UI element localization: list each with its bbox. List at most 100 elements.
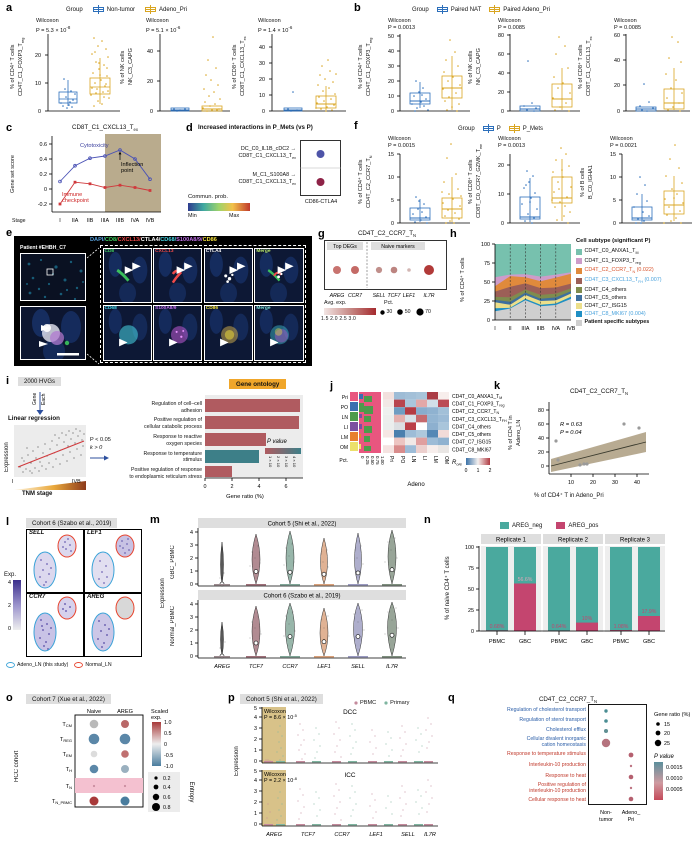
legend-label: Paired Adeno_Pri [503,6,550,13]
panel-b-letter: b [354,2,361,14]
annotation-immune-checkpoint: Immune [62,192,82,198]
axis-label-y2: CD8T_C1_CXCL13_Tex [586,36,594,96]
legend-item-paired-nat: Paired NAT [436,5,481,14]
svg-text:40: 40 [259,45,265,51]
svg-text:IVA: IVA [131,218,140,224]
svg-text:0: 0 [150,109,153,115]
svg-text:0.25: 0.25 [365,456,370,465]
boxplot-glyph-icon [436,5,448,14]
legend-item-paired-adeno-pri: Paired Adeno_Pri [489,5,550,14]
svg-text:20: 20 [35,53,41,59]
svg-text:40: 40 [388,49,394,55]
legend-item: CD4T_C1_FOXP3_Treg [576,257,662,267]
go-term-labels: Regulation of cell–cell adhesion Positive… [110,400,202,482]
svg-text:0.6: 0.6 [163,795,171,801]
panel-i-letter: i [6,375,10,387]
svg-text:GBC: GBC [581,639,593,645]
axis-label-y2: CD4T_C1_FOXP3_Treg [18,37,26,97]
panel-q-term-labels: Regulation of cholesterol transport Regu… [448,706,586,806]
svg-text:2 × 10: 2 × 10 [276,456,281,468]
panel-a-legend: Group Non-tumor Adeno_Pri [66,5,187,14]
axis-label-y: % of CD4⁺ T cells [358,159,364,205]
svg-text:LI: LI [421,456,427,460]
panel-d-legend-title: Commun. prob. [188,194,228,200]
svg-text:20: 20 [614,83,620,89]
svg-text:4: 4 [190,602,193,608]
legend-item-normal-ln: Normal_LN [74,662,112,668]
svg-text:GBC: GBC [519,639,531,645]
svg-text:Pri: Pri [388,456,394,462]
ifish-tile: CXCL13 [153,247,203,304]
svg-text:TCF7: TCF7 [249,664,264,670]
boxplot-svg: 0 10 20 30 40 [259,34,346,115]
svg-text:CD4T_C1_FOXP3_Treg: CD4T_C1_FOXP3_Treg [452,402,504,408]
legend-item: CD4T_C3_CXCL13_TFH (0.007) [576,276,662,286]
svg-text:75: 75 [468,566,474,572]
boxplot-glyph-icon [92,5,104,14]
group-label-naive-markers: Naive markers [381,244,415,250]
legend-swatch [576,319,582,326]
svg-text:-0.5: -0.5 [164,753,173,759]
panel-h-legend: CD4T_C0_ANXA1_TM CD4T_C1_FOXP3_Treg CD4T… [576,247,662,327]
svg-text:AREG: AREG [213,664,231,670]
panel-d-row-1-label: DC_C0_IL1B_cDC2 → CD8T_C1_CXCL13_Tex [238,146,296,161]
svg-text:0: 0 [501,221,504,227]
svg-text:2: 2 [8,603,11,609]
axis-label-y: % of CD8⁺ T cells [468,159,474,205]
legend-item: CD4T_C7_ISG15 [576,302,662,310]
svg-text:Gene: Gene [32,393,38,405]
svg-text:LN: LN [410,456,416,463]
svg-text:0: 0 [465,468,468,474]
svg-text:LM: LM [341,435,348,441]
gene-label: CCR7 [29,594,46,600]
stat-annotation: Wilcoxon P = 0.0085 [614,18,642,31]
svg-text:60: 60 [538,422,544,428]
legend-label: P [496,125,501,132]
svg-text:1: 1 [190,569,193,575]
channel-header: DAPI/CD8/CXCL13/CTLA4/CD68/S100A8/9/CD86 [90,237,217,243]
zoom-connector [86,247,100,365]
stat-annotation: Wilcoxon [264,772,286,778]
svg-text:II: II [509,326,512,332]
legend-label: Adeno_Pri [159,6,188,13]
panel-a-letter: a [6,2,13,14]
svg-text:10: 10 [568,480,574,486]
panel-m-violins: Cohort 5 (Shi et al., 2022) 0 1 2 3 4 [190,518,406,670]
go-term: Interleukin-10 production [528,761,586,768]
stat-p: P = 0.04 [560,430,582,436]
svg-text:SELL: SELL [351,664,365,670]
gene-ontology-title: Gene ontology [229,379,287,389]
pct-stacked-bars [359,392,381,453]
heatmap-row-labels: CD4T_C0_ANXA1_TM CD4T_C1_FOXP3_Treg CD4T… [452,394,507,453]
stat-annotation: Wilcoxon P = 0.0013 [498,136,526,149]
tnm-stage-label: TNM stage [22,491,53,497]
svg-text:30: 30 [612,480,618,486]
go-term: Response to temperature stimulus [143,450,202,463]
svg-text:0: 0 [254,759,257,765]
panel-f-letter: f [354,120,358,132]
svg-text:0: 0 [541,464,544,470]
svg-text:15: 15 [610,152,616,158]
panel-q-title: CD4T_C2_CCR7_TN [538,696,598,705]
go-term: Positive regulation of cellular catabolic… [144,417,202,430]
roe-legend-title: Ro/e [452,460,463,467]
boxplot-svg: 0 5 10 15 [610,144,692,227]
panel-g: g CD4T_C2_CCR7_TN Top DEGs Naive markers… [318,228,448,356]
svg-text:10: 10 [259,93,265,99]
svg-text:15: 15 [664,722,670,728]
svg-text:20: 20 [259,77,265,83]
bar-label: 10% [582,616,593,622]
svg-text:AREG: AREG [117,709,133,715]
bar-label: 0.68% [490,624,505,630]
svg-text:3: 3 [254,726,257,732]
tnm-x-to: IVB [72,479,81,485]
go-term: Cellular response to heat [528,796,586,803]
boxplot-glyph-icon [482,124,494,133]
replicate-header-3: Replicate 3 [620,538,651,544]
axis-label-y: % of CD4⁺ T cells [10,44,16,90]
svg-text:25: 25 [664,741,670,747]
panel-k-letter: k [494,380,501,392]
panel-m-letter: m [150,514,160,526]
panel-e: e DAPI/CD8/CXCL13/CTLA4/CD68/S100A8/9/CD… [0,227,315,370]
legend-swatch [576,258,582,265]
